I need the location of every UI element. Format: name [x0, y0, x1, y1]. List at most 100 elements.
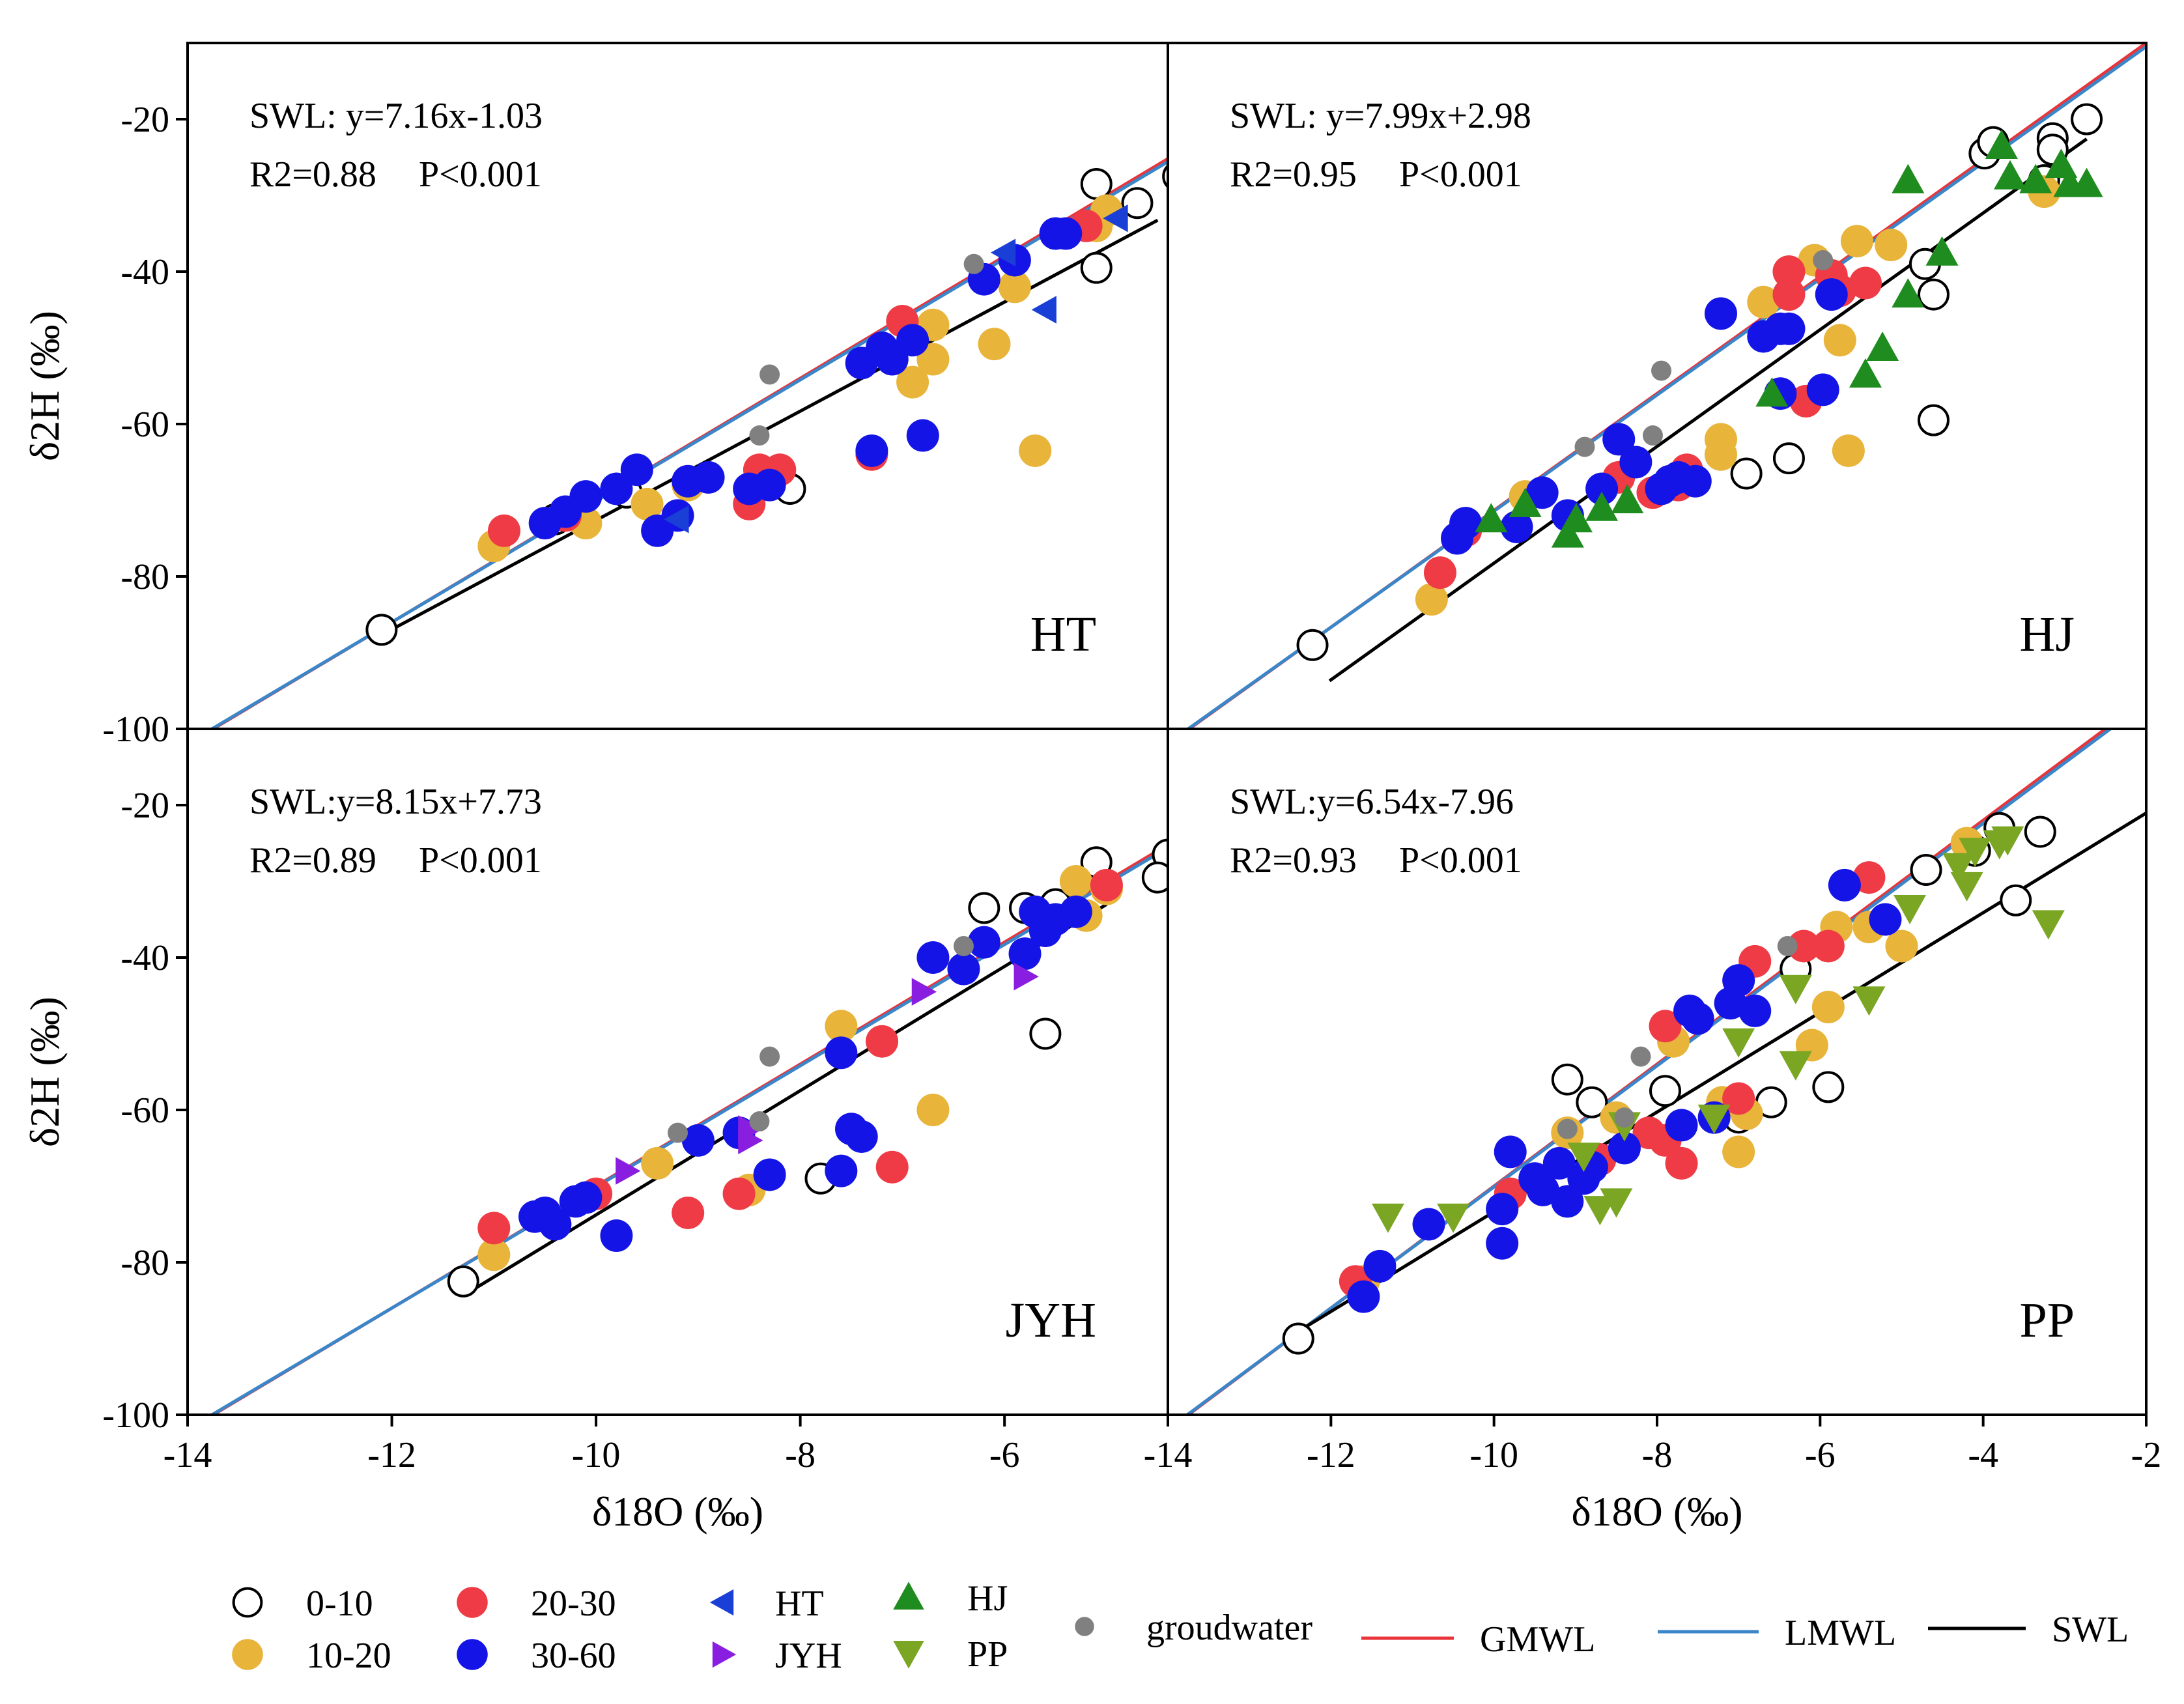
r-squared: R2=0.89: [249, 840, 376, 881]
data-point-ht: [990, 238, 1016, 266]
plot-area: [208, 156, 1168, 729]
legend-label: 10-20: [306, 1636, 391, 1676]
legend-label: PP: [967, 1634, 1008, 1675]
legend-label: JYH: [775, 1636, 842, 1676]
x-axis-title: δ18O (‰): [592, 1488, 763, 1535]
data-point-d0-10: [968, 892, 1000, 924]
legend-marker-ht: [709, 1589, 734, 1616]
data-point-d30-60: [620, 453, 653, 487]
data-point-hj: [1849, 358, 1882, 388]
p-value: P<0.001: [1399, 154, 1522, 195]
data-point-d0-10: [2071, 103, 2103, 135]
data-point-groundwater: [668, 1122, 688, 1143]
data-point-hj: [1866, 332, 1899, 361]
data-point-d30-60: [855, 434, 888, 467]
data-point-d10-20: [1875, 229, 1908, 262]
swl-line: [1328, 137, 2088, 683]
data-point-d30-60: [947, 952, 980, 986]
data-point-hj: [1755, 377, 1789, 407]
data-point-d10-20: [641, 1146, 674, 1180]
legend-label: HJ: [967, 1578, 1008, 1619]
data-point-d20-30: [1787, 930, 1821, 963]
data-point-d10-20: [631, 487, 664, 520]
x-tick-label: -12: [367, 1435, 416, 1475]
data-point-d20-30: [1772, 255, 1806, 288]
legend-marker-pp: [893, 1641, 924, 1669]
data-point-d20-30: [866, 1025, 899, 1058]
data-point-d30-60: [1585, 472, 1619, 505]
panel-frame: [186, 42, 1169, 730]
data-point-d10-20: [896, 365, 929, 399]
data-point-jyh: [1167, 898, 1168, 926]
data-point-d0-10: [1080, 251, 1113, 284]
data-point-d10-20: [1832, 434, 1865, 467]
data-point-groundwater: [1574, 436, 1595, 457]
lmwl-line: [1184, 729, 2114, 1415]
data-point-d10-20: [1415, 583, 1448, 616]
data-point-d0-10: [1910, 853, 1942, 886]
data-point-d30-60: [1869, 903, 1902, 936]
swl-equation: SWL:y=8.15x+7.73: [249, 782, 542, 822]
data-point-d30-60: [600, 472, 633, 505]
y-axis-title: δ2H (‰): [21, 311, 68, 461]
data-point-d20-30: [1849, 266, 1882, 300]
p-value: P<0.001: [1399, 840, 1522, 881]
data-point-d10-20: [1811, 991, 1845, 1024]
x-tick-label: -8: [785, 1435, 815, 1475]
data-point-d30-60: [753, 468, 786, 502]
y-tick-label: -100: [102, 709, 169, 750]
data-point-d30-60: [1738, 994, 1772, 1027]
data-point-d30-60: [753, 1158, 786, 1191]
data-point-pp: [2032, 910, 2065, 940]
swl-line: [472, 903, 1108, 1291]
data-point-d30-60: [600, 1219, 633, 1253]
x-tick-label: -12: [1307, 1435, 1355, 1475]
data-point-d30-60: [569, 480, 603, 513]
data-point-d0-10: [1141, 861, 1168, 894]
series-d0-10: [365, 163, 1168, 646]
series-ht: [664, 204, 1128, 533]
data-point-d0-10: [1296, 629, 1329, 661]
data-point-d10-20: [998, 270, 1031, 304]
data-point-d30-60: [1059, 895, 1092, 928]
data-point-d20-30: [1772, 278, 1806, 311]
site-label: HJ: [2020, 607, 2075, 662]
x-tick-label: -10: [572, 1435, 621, 1475]
data-point-groundwater: [759, 1046, 780, 1067]
data-point-pp: [1983, 830, 2016, 860]
data-point-d30-60: [1551, 1185, 1584, 1218]
x-tick-label: -8: [1642, 1435, 1673, 1475]
data-point-d30-60: [1363, 1249, 1397, 1283]
series-groundwater: [668, 935, 974, 1143]
data-point-d30-60: [1486, 1193, 1519, 1226]
legend-label: groudwater: [1146, 1608, 1312, 1648]
data-point-d30-60: [1679, 464, 1712, 498]
y-tick-label: -40: [121, 252, 169, 292]
data-point-d30-60: [906, 419, 939, 452]
data-point-d30-60: [825, 1154, 858, 1187]
panel-pp: SWL:y=6.54x-7.96 R2=0.93 P<0.001 PP: [1167, 728, 2148, 1416]
series-pp: [1371, 826, 2065, 1233]
data-point-d0-10: [1080, 167, 1113, 200]
series-d30-60: [1441, 278, 1848, 555]
data-point-d10-20: [1840, 225, 1873, 258]
legend-label: SWL: [2052, 1610, 2129, 1650]
data-point-d30-60: [1412, 1208, 1445, 1241]
data-point-hj: [1892, 278, 1925, 308]
series-groundwater: [1574, 249, 1834, 457]
data-point-d30-60: [681, 1124, 715, 1157]
data-point-d0-10: [1917, 404, 1950, 436]
data-point-hj: [1585, 491, 1619, 521]
series-d10-20: [1415, 175, 2061, 616]
lmwl-line: [1185, 44, 2146, 729]
data-point-d30-60: [875, 343, 909, 376]
data-point-groundwater: [1651, 360, 1672, 381]
x-tick-label: -14: [163, 1435, 212, 1475]
p-value: P<0.001: [419, 840, 542, 881]
data-point-d30-60: [1525, 476, 1559, 509]
swl-equation: SWL: y=7.99x+2.98: [1230, 96, 1531, 136]
data-point-d30-60: [1602, 423, 1636, 456]
data-point-d10-20: [1059, 865, 1092, 898]
data-point-groundwater: [749, 425, 770, 446]
